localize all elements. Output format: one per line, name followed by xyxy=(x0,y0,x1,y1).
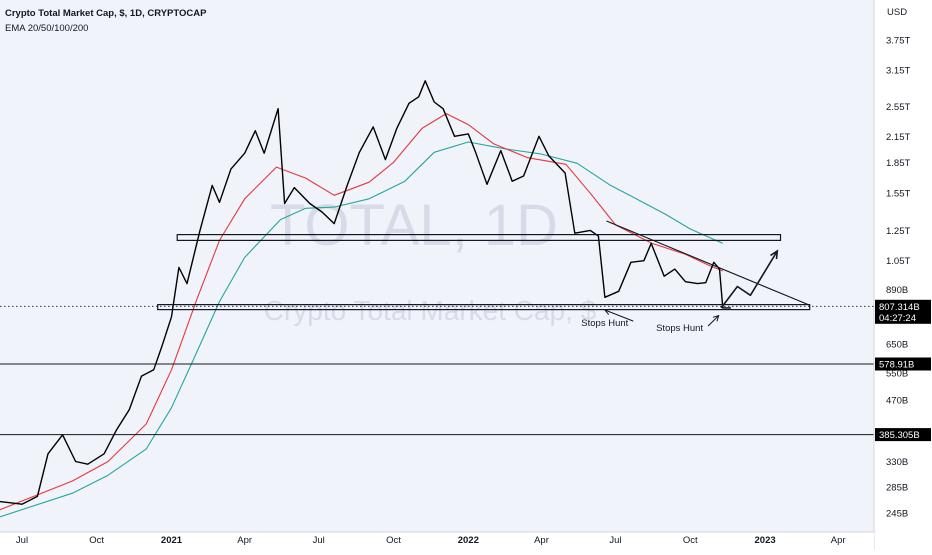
x-axis-panel xyxy=(0,532,874,550)
x-tick-label: Apr xyxy=(534,535,549,546)
x-tick-label: 2021 xyxy=(161,535,183,546)
price-line xyxy=(0,80,731,505)
price-label-box xyxy=(875,428,931,442)
x-tick-label: 2023 xyxy=(755,535,776,546)
y-tick-label: 3.75T xyxy=(886,35,910,46)
x-tick-label: Jul xyxy=(609,535,621,546)
y-tick-label: 890B xyxy=(886,285,908,296)
projection-path xyxy=(720,250,778,309)
price-label-box xyxy=(875,299,931,324)
x-tick-label: Oct xyxy=(386,535,401,546)
projection-arrowhead xyxy=(770,249,779,260)
y-tick-label: 245B xyxy=(886,509,908,520)
x-tick-label: Apr xyxy=(831,535,846,546)
price-label-text: 807.314B xyxy=(879,302,920,313)
stops-hunt-arrowhead xyxy=(603,308,611,315)
support-resistance-zone xyxy=(176,234,782,242)
y-axis[interactable]: 3.75T 3.15T 2.55T 2.15T 1.85T 1.55T 1.25T 1.05T… xyxy=(873,0,932,550)
stops-hunt-arrow xyxy=(604,309,634,322)
price-label-timer: 04:27:24 xyxy=(879,313,916,324)
y-axis-unit: USD xyxy=(887,7,907,18)
x-tick-label: Apr xyxy=(237,535,252,546)
watermark-name: Crypto Total Market Cap, $ xyxy=(264,295,597,326)
stops-hunt-label: Stops Hunt xyxy=(656,323,703,334)
y-axis-panel xyxy=(874,0,932,550)
y-tick-label: 470B xyxy=(886,396,908,407)
price-label-box xyxy=(875,357,931,371)
x-tick-label: Jul xyxy=(16,535,28,546)
y-tick-label: 1.05T xyxy=(886,256,910,267)
y-tick-label: 650B xyxy=(886,339,908,350)
y-tick-label: 2.55T xyxy=(886,102,910,113)
stops-hunt-arrowhead xyxy=(712,314,720,322)
watermark-symbol: TOTAL, 1D xyxy=(270,193,558,258)
x-tick-label: 2022 xyxy=(458,535,479,546)
trendline xyxy=(606,220,811,306)
y-tick-label: 3.15T xyxy=(886,66,910,77)
support-resistance-zone xyxy=(157,304,811,311)
y-tick-label: 1.55T xyxy=(886,189,910,200)
chart-annotations: Stops Hunt Stops Hunt xyxy=(0,220,874,436)
y-tick-label: 2.15T xyxy=(886,132,910,143)
y-tick-label: 285B xyxy=(886,483,908,494)
x-axis[interactable]: Jul Oct 2021 Apr Jul Oct 2022 Apr Jul Oct 2023 Apr xyxy=(0,531,874,550)
x-tick-label: Jul xyxy=(313,535,325,546)
chart-title: Crypto Total Market Cap, $, 1D, CRYPTOCA… xyxy=(5,8,207,19)
indicator-label: EMA 20/50/100/200 xyxy=(5,23,88,34)
plot-background xyxy=(0,0,874,532)
stops-hunt-arrow xyxy=(707,315,720,327)
y-tick-label: 550B xyxy=(886,368,908,379)
ema-slow-line xyxy=(0,141,724,518)
stops-hunt-label: Stops Hunt xyxy=(581,318,628,329)
price-label-text: 578.91B xyxy=(879,360,914,371)
y-tick-label: 1.25T xyxy=(886,226,910,237)
y-tick-label: 330B xyxy=(886,457,908,468)
price-label-text: 385.305B xyxy=(879,430,920,441)
y-tick-label: 1.85T xyxy=(886,158,910,169)
watermark: TOTAL, 1D Crypto Total Market Cap, $ xyxy=(264,193,597,326)
x-tick-label: Oct xyxy=(683,535,698,546)
x-tick-label: Oct xyxy=(89,535,104,546)
